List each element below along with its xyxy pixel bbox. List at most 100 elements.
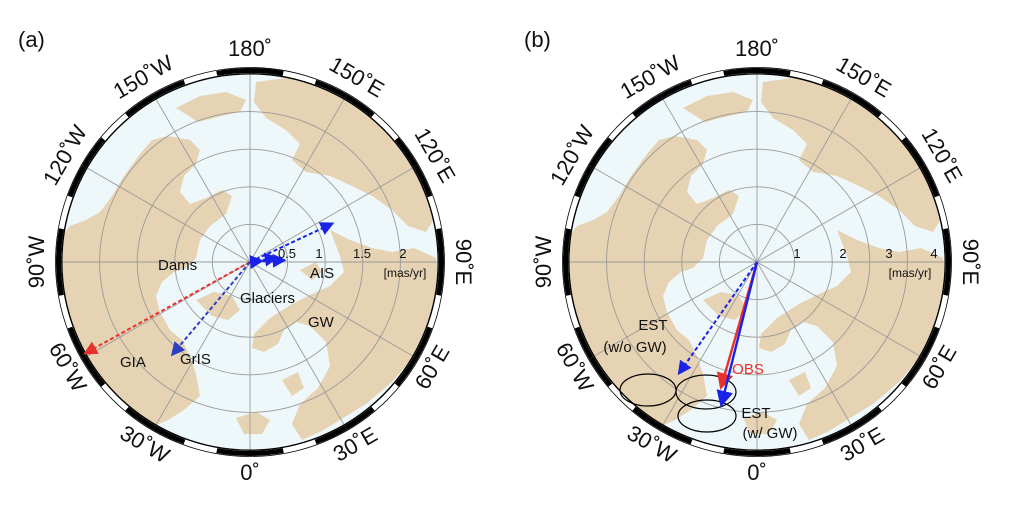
frame-segment <box>901 356 926 387</box>
vector-labels-b: EST (w/o GW) OBS EST (w/ GW) <box>603 317 797 442</box>
vector-arrow <box>83 261 251 355</box>
frame-segment <box>216 68 251 76</box>
frame-segment <box>563 261 571 296</box>
frame-segment <box>427 294 442 329</box>
frame-segment <box>344 93 375 118</box>
frame-segment <box>756 68 791 76</box>
frame-segment <box>58 195 73 230</box>
meridian-line <box>86 261 251 357</box>
frame-segment <box>574 165 594 198</box>
frame-segment <box>394 356 419 387</box>
longitude-label: 0˚ <box>747 460 767 485</box>
meridian-line <box>756 261 921 357</box>
frame-outline <box>55 67 445 457</box>
map-border <box>61 73 439 451</box>
ring-label: 2 <box>399 246 406 261</box>
ring-scale-labels-a: 0.5 1 1.5 2 [mas/yr] <box>278 246 426 280</box>
longitude-label: 90˚W <box>531 235 556 288</box>
longitude-label: 180˚ <box>228 36 272 61</box>
vector-label-ais: AIS <box>310 265 334 282</box>
frame-segment <box>314 425 347 445</box>
frame-segment <box>101 113 129 141</box>
frame-outline <box>61 73 439 451</box>
frame-segment <box>58 294 73 329</box>
frame-outline <box>568 73 946 451</box>
frame-segment <box>660 425 693 445</box>
frame-segment <box>690 439 725 454</box>
frame-segment <box>153 79 186 99</box>
frame-segment <box>249 68 284 76</box>
vector-labels-a: GIA GrIS Dams AIS Glaciers GW <box>120 257 335 371</box>
frame-segment <box>216 448 251 456</box>
frame-segment <box>608 113 636 141</box>
meridian-line <box>155 261 251 426</box>
vectors-b <box>677 261 759 408</box>
error-ellipse <box>677 399 737 433</box>
meridian-line <box>593 261 758 357</box>
frame-segment <box>427 195 442 230</box>
longitude-label: 90˚E <box>451 239 476 285</box>
meridian-line <box>756 167 921 263</box>
meridian-line <box>249 98 345 263</box>
error-ellipse <box>675 374 737 410</box>
longitude-label: 180˚ <box>735 36 779 61</box>
frame-segment <box>371 383 399 411</box>
frame-segment <box>436 261 444 296</box>
vector-label-gris: GrIS <box>180 351 211 368</box>
frame-segment <box>851 406 882 431</box>
frame-segment <box>878 383 906 411</box>
panel-a-polar-map: (a) 0.5 1 1.5 2 [mas/yr] GIA GrIS Dams A… <box>18 27 476 485</box>
meridian-line <box>249 261 414 357</box>
panel-label-a: (a) <box>18 27 45 52</box>
error-ellipses-b <box>619 373 737 433</box>
frame-segment <box>943 261 951 296</box>
frame-segment <box>901 137 926 168</box>
frame-segment <box>67 326 87 359</box>
frame-segment <box>756 448 791 456</box>
meridian-line <box>155 98 251 263</box>
frame-segment <box>660 79 693 99</box>
unit-label-a: [mas/yr] <box>384 266 427 280</box>
ring-label: 3 <box>885 246 892 261</box>
frame-segment <box>565 294 580 329</box>
vector-label-est-wo-gw-line1: EST <box>638 317 667 334</box>
vector-label-est-w-gw-line1: EST <box>741 405 770 422</box>
map-frame-a <box>55 67 445 457</box>
meridian-line <box>249 261 345 426</box>
frame-segment <box>934 195 949 230</box>
vector-label-gia: GIA <box>120 354 146 371</box>
vectors-a <box>83 222 335 357</box>
panel-b-polar-map: (b) 1 2 3 4 [mas/yr] EST (w/o GW) <box>524 27 983 485</box>
frame-segment <box>436 228 444 263</box>
ring-label: 4 <box>930 246 937 261</box>
meridian-line <box>86 167 251 263</box>
vector-label-glaciers: Glaciers <box>240 290 295 307</box>
frame-segment <box>81 356 106 387</box>
vector-label-est-wo-gw-line2: (w/o GW) <box>603 339 666 356</box>
frame-segment <box>920 165 940 198</box>
frame-segment <box>723 68 758 76</box>
frame-segment <box>371 113 399 141</box>
vector-label-dams: Dams <box>158 257 197 274</box>
frame-segment <box>67 165 87 198</box>
frame-segment <box>282 439 317 454</box>
ring-label: 1 <box>793 246 800 261</box>
land-masses <box>62 78 438 440</box>
frame-segment <box>723 448 758 456</box>
frame-segment <box>821 425 854 445</box>
frame-segment <box>56 261 64 296</box>
frame-segment <box>249 448 284 456</box>
frame-segment <box>789 70 824 85</box>
vector-label-gw: GW <box>308 314 335 331</box>
frame-segment <box>183 70 218 85</box>
vector-label-obs: OBS <box>732 361 764 378</box>
vector-arrow <box>716 261 759 408</box>
longitude-label: 0˚ <box>240 460 260 485</box>
frame-segment <box>125 406 156 431</box>
longitude-label: 90˚E <box>958 239 983 285</box>
ring-label: 1 <box>315 246 322 261</box>
frame-segment <box>101 383 129 411</box>
meridian-line <box>756 261 852 426</box>
frame-segment <box>632 93 663 118</box>
